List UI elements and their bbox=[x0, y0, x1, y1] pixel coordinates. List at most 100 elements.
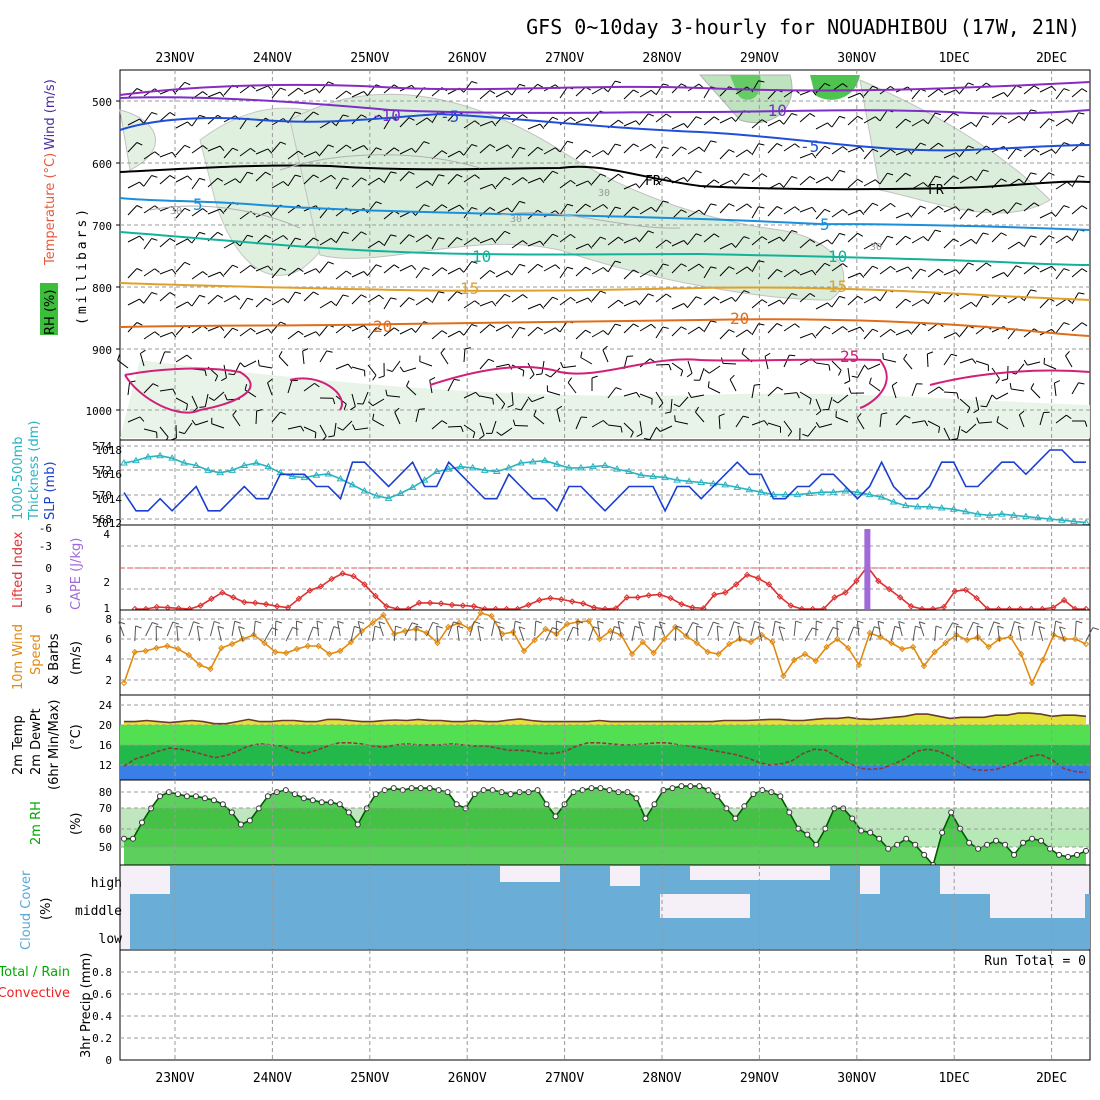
barb-flag bbox=[418, 408, 425, 410]
barb-flag bbox=[791, 113, 798, 116]
band-green-mid bbox=[120, 725, 1090, 745]
barb-flag bbox=[438, 291, 445, 294]
barb-shaft bbox=[671, 362, 683, 371]
rh2m-point bbox=[426, 785, 433, 792]
barb-flag bbox=[298, 267, 304, 273]
barb-shaft bbox=[831, 233, 840, 245]
barb-flag bbox=[869, 377, 872, 384]
wind-speed-point bbox=[304, 642, 311, 650]
thick-right-tick: 1018 bbox=[96, 444, 123, 457]
barb-flag bbox=[922, 119, 929, 124]
barb-flag bbox=[186, 354, 192, 360]
wind-speed-point bbox=[1017, 650, 1025, 658]
barb-shaft bbox=[143, 383, 154, 394]
wind10-barb bbox=[815, 620, 817, 637]
thickness-point bbox=[829, 488, 838, 495]
barb-shaft bbox=[319, 144, 329, 156]
barb-flag bbox=[934, 229, 942, 233]
barb-flag bbox=[315, 88, 321, 94]
barb-shaft bbox=[623, 422, 634, 433]
barb-flag bbox=[342, 294, 349, 297]
barb-shaft bbox=[415, 141, 425, 153]
barb-flag bbox=[441, 420, 448, 425]
wind10-barb-flag bbox=[655, 625, 662, 629]
precip-label-b: Convective bbox=[0, 986, 70, 1001]
barb-flag bbox=[1019, 410, 1025, 416]
wind10-barb-flag bbox=[494, 620, 501, 624]
barb-flag bbox=[294, 174, 302, 178]
barb-flag bbox=[539, 240, 545, 247]
lifted-index-point bbox=[306, 587, 314, 594]
thickness-point bbox=[396, 489, 405, 496]
barb-flag bbox=[567, 140, 574, 144]
barb-flag bbox=[655, 426, 661, 432]
wind10-barb-flag bbox=[857, 620, 864, 624]
barb-flag bbox=[426, 234, 432, 240]
barb-flag bbox=[842, 326, 848, 331]
barb-flag bbox=[683, 123, 689, 129]
barb-flag bbox=[662, 263, 669, 266]
barb-shaft bbox=[367, 264, 377, 276]
barb-shaft bbox=[911, 236, 924, 244]
barb-flag bbox=[1065, 350, 1070, 357]
barb-flag bbox=[423, 141, 430, 145]
barb-shaft bbox=[719, 203, 730, 214]
barb-shaft bbox=[799, 269, 813, 276]
wind10-barb-flag bbox=[193, 621, 200, 625]
barb-shaft bbox=[708, 386, 721, 394]
barb-flag bbox=[411, 147, 417, 153]
barb-flag bbox=[1051, 265, 1057, 271]
barb-shaft bbox=[495, 231, 506, 242]
contour-10 bbox=[119, 231, 1091, 266]
lifted-index-point bbox=[667, 594, 674, 602]
barb-shaft bbox=[879, 265, 891, 275]
rh2m-point bbox=[885, 845, 892, 852]
barb-flag bbox=[636, 433, 643, 438]
barb-flag bbox=[922, 299, 929, 304]
lifted-index-point bbox=[197, 602, 204, 609]
thickness-point bbox=[1058, 516, 1066, 523]
barb-shaft bbox=[708, 365, 721, 374]
rh-tick: 50 bbox=[99, 841, 112, 854]
barb-flag bbox=[905, 172, 911, 177]
wind10-barb-flag bbox=[457, 625, 464, 629]
barb-shaft bbox=[287, 330, 299, 340]
wind-speed-point bbox=[1050, 631, 1057, 639]
barb-shaft bbox=[799, 332, 813, 339]
wind-speed-point bbox=[931, 648, 938, 656]
barb-flag bbox=[330, 174, 336, 180]
barb-shaft bbox=[479, 300, 493, 307]
barb-shaft bbox=[639, 420, 643, 434]
wind10-barb bbox=[196, 626, 201, 642]
barb-flag bbox=[224, 394, 228, 401]
thickness-point bbox=[817, 488, 826, 495]
barb-flag bbox=[539, 177, 545, 184]
wind10-barb bbox=[264, 627, 273, 642]
barb-flag bbox=[824, 262, 831, 267]
barb-flag bbox=[326, 350, 333, 353]
barb-flag bbox=[474, 300, 480, 305]
barb-flag bbox=[746, 266, 752, 272]
barb-flag bbox=[633, 206, 639, 211]
barb-shaft bbox=[1027, 361, 1041, 366]
rh2m-point bbox=[390, 785, 397, 792]
barb-flag bbox=[875, 242, 881, 248]
barb-flag bbox=[139, 416, 145, 422]
barb-shaft bbox=[575, 266, 586, 277]
barb-shaft bbox=[255, 410, 258, 425]
barb-flag bbox=[504, 176, 511, 181]
t2m-label-d: (°C) bbox=[69, 724, 84, 750]
barb-shaft bbox=[479, 90, 491, 100]
thickness-point bbox=[853, 488, 862, 495]
wind-speed-point bbox=[142, 647, 149, 655]
barb-shaft bbox=[175, 175, 188, 183]
barb-flag bbox=[360, 294, 367, 298]
barb-shaft bbox=[687, 146, 700, 155]
clabel-5-b: 5 bbox=[820, 215, 830, 234]
lifted-index-point bbox=[437, 600, 445, 607]
wind10-barb bbox=[976, 625, 979, 642]
barb-flag bbox=[614, 206, 622, 210]
barb-shaft bbox=[959, 208, 969, 220]
barb-flag bbox=[695, 170, 702, 174]
barb-flag bbox=[802, 433, 809, 437]
